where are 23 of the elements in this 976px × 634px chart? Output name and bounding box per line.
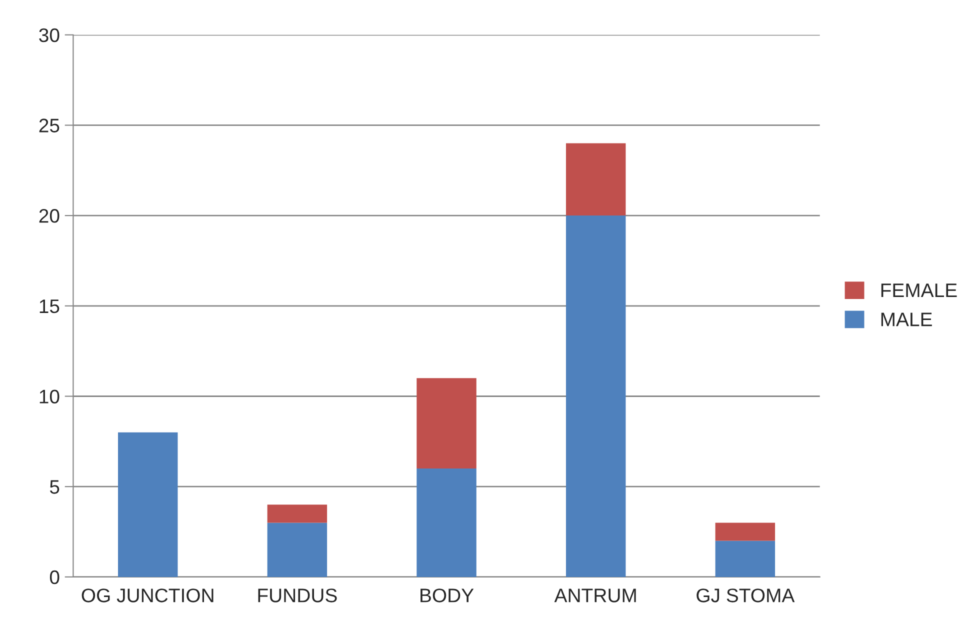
bar [267,504,328,523]
x-tick-label: ANTRUM [554,588,636,602]
bar [715,540,776,577]
y-tick-label: 10 [40,390,60,404]
y-tick-label: 5 [50,480,60,494]
bar [416,468,476,577]
bar [566,143,626,216]
x-tick-label: OG JUNCTION [82,588,214,602]
bar [566,216,626,577]
bar [715,522,776,541]
y-tick-label: 25 [39,118,60,132]
x-tick-label: GJ STOMA [696,588,795,602]
x-tick-label: FUNDUS [258,588,337,602]
bar [118,432,178,577]
y-tick-label: 20 [39,209,60,223]
bar [267,522,328,577]
y-tick-label: 15 [40,300,60,314]
y-tick-label: 0 [50,570,60,584]
bar [416,378,476,469]
legend-label: MALE [881,312,932,326]
legend-label: FEMALE [881,284,957,298]
x-tick-label: BODY [420,588,474,602]
y-tick-label: 30 [39,28,60,42]
